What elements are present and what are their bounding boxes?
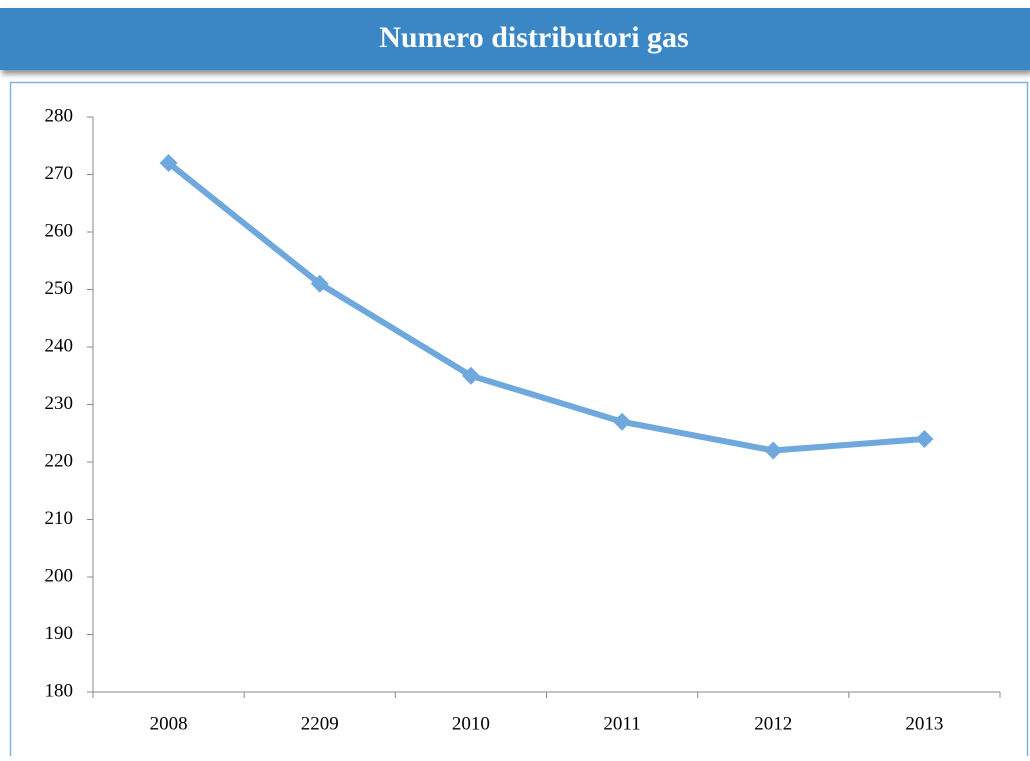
y-tick-label: 280 — [45, 105, 74, 126]
title-banner — [0, 8, 1030, 70]
y-tick-label: 230 — [45, 393, 74, 414]
data-point — [764, 441, 783, 460]
y-tick-label: 260 — [45, 220, 74, 241]
x-tick-label: 2008 — [150, 713, 188, 734]
y-tick-label: 210 — [45, 508, 74, 529]
x-tick-label: 2012 — [754, 713, 792, 734]
data-point — [613, 412, 632, 431]
chart-frame — [9, 81, 1029, 761]
chart-title: Numero distributori gas — [379, 21, 688, 54]
y-tick-label: 240 — [45, 335, 74, 356]
y-tick-label: 220 — [45, 450, 74, 471]
x-tick-label: 2011 — [603, 713, 640, 734]
data-point — [159, 154, 178, 172]
y-tick-label: 270 — [45, 163, 74, 184]
data-point — [461, 366, 480, 385]
y-tick-label: 250 — [45, 278, 74, 299]
y-tick-label: 190 — [45, 623, 74, 644]
data-line — [166, 160, 925, 454]
x-tick-label: 2209 — [301, 713, 339, 734]
x-tick-label: 2013 — [905, 713, 943, 734]
y-tick-label: 200 — [45, 565, 74, 586]
data-point — [915, 430, 934, 448]
x-tick-label: 2010 — [452, 713, 490, 734]
y-tick-label: 180 — [45, 680, 74, 701]
data-point — [310, 274, 329, 293]
